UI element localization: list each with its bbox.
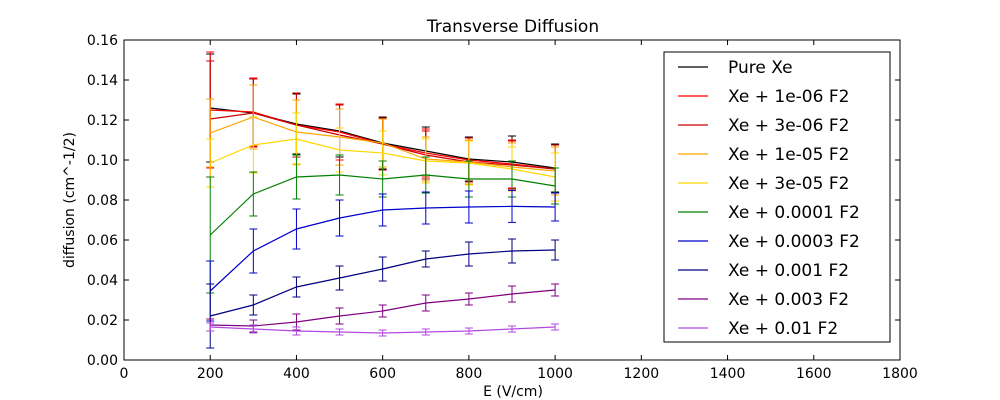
- y-tick-label: 0.02: [87, 313, 118, 329]
- y-tick-label: 0.08: [87, 193, 118, 209]
- legend-label: Xe + 0.0003 F2: [728, 232, 860, 252]
- x-tick-label: 1400: [710, 366, 746, 382]
- x-tick-label: 1600: [796, 366, 832, 382]
- x-tick-label: 600: [369, 366, 396, 382]
- y-tick-label: 0.12: [87, 113, 118, 129]
- series-5: [206, 154, 560, 294]
- legend-label: Xe + 0.001 F2: [728, 261, 849, 281]
- y-tick-label: 0.06: [87, 233, 118, 249]
- legend: Pure Xe Xe + 1e-06 F2 Xe + 3e-06 F2 Xe + 1e…: [663, 51, 891, 343]
- plot-area: 0 200 400 600 800 1000 1200 1400 1600 1800 0.00 0.0…: [87, 33, 918, 382]
- x-tick-label: 800: [456, 366, 483, 382]
- series-7: [206, 238, 560, 349]
- legend-box: [663, 51, 891, 343]
- series-line: [210, 326, 556, 334]
- series-line: [209, 174, 556, 236]
- y-tick-label: 0.00: [87, 353, 118, 369]
- series-line: [209, 205, 556, 292]
- y-tick-label: 0.14: [87, 73, 118, 89]
- plot-frame: [123, 39, 901, 361]
- x-axis-title: E (V/cm): [483, 384, 543, 400]
- legend-label: Xe + 0.0001 F2: [728, 203, 860, 223]
- legend-label: Pure Xe: [728, 58, 793, 78]
- series-line: [209, 138, 556, 178]
- x-tick-label: 400: [283, 366, 310, 382]
- series-9: [206, 322, 560, 337]
- series-line: [210, 289, 556, 327]
- x-tick-label: 0: [120, 366, 129, 382]
- legend-label: Xe + 1e-06 F2: [728, 87, 849, 107]
- y-tick-label: 0.16: [87, 33, 118, 49]
- x-tick-label: 1000: [537, 366, 573, 382]
- legend-label: Xe + 0.003 F2: [728, 290, 849, 310]
- x-tick-label: 200: [197, 366, 224, 382]
- legend-label: Xe + 1e-05 F2: [728, 145, 849, 165]
- legend-label: Xe + 0.01 F2: [728, 319, 838, 339]
- chart-title: Transverse Diffusion: [426, 17, 599, 37]
- x-tick-label: 1800: [882, 366, 918, 382]
- series-line: [210, 249, 556, 317]
- legend-label: Xe + 3e-05 F2: [728, 174, 849, 194]
- x-tick-label: 1200: [624, 366, 660, 382]
- legend-label: Xe + 3e-06 F2: [728, 116, 849, 136]
- y-tick-label: 0.10: [87, 153, 118, 169]
- y-tick-label: 0.04: [87, 273, 118, 289]
- series-6: [206, 189, 560, 322]
- y-axis-title: diffusion (cm^-1/2): [62, 132, 78, 268]
